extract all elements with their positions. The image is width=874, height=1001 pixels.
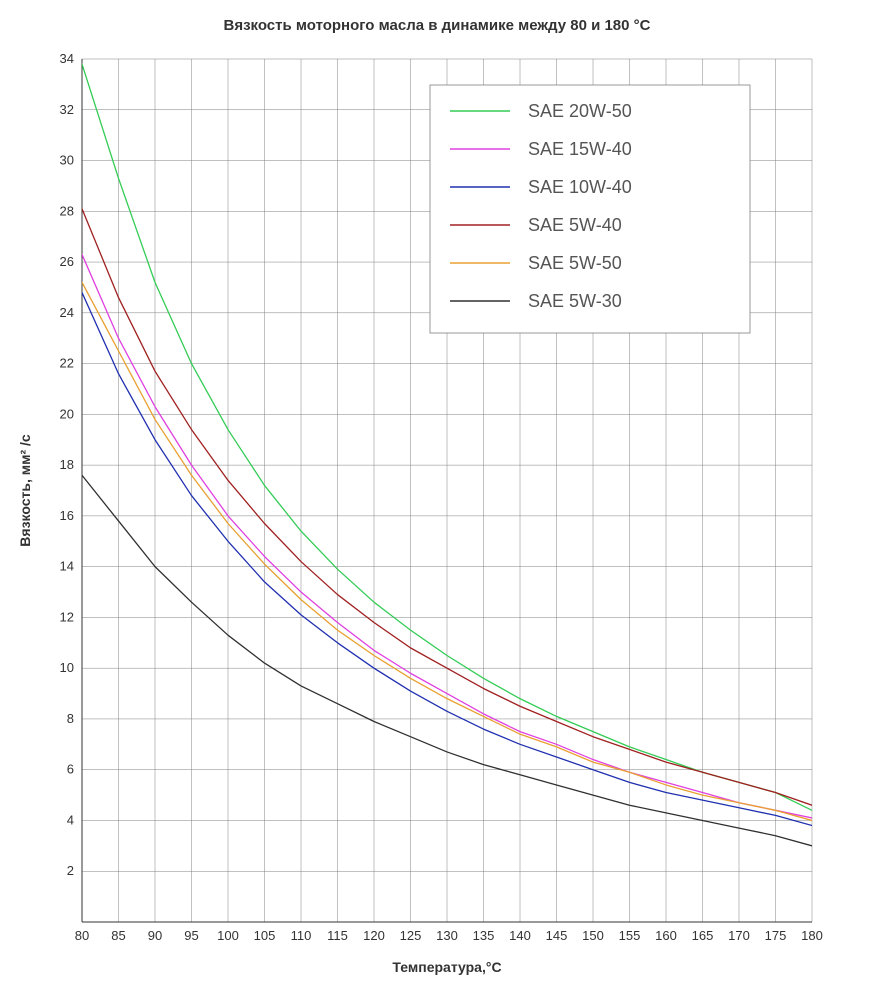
x-tick-label: 85 [111,928,125,943]
y-tick-label: 2 [67,863,74,878]
y-tick-label: 32 [60,102,74,117]
x-tick-label: 105 [254,928,276,943]
legend-label: SAE 20W-50 [528,101,632,121]
x-tick-label: 100 [217,928,239,943]
y-tick-label: 14 [60,559,74,574]
x-tick-label: 125 [400,928,422,943]
x-tick-label: 95 [184,928,198,943]
x-tick-label: 115 [327,928,348,943]
x-tick-label: 140 [509,928,531,943]
x-tick-label: 155 [619,928,641,943]
legend-label: SAE 15W-40 [528,139,632,159]
y-tick-label: 28 [60,203,74,218]
chart-title: Вязкость моторного масла в динамике межд… [223,17,650,34]
x-tick-label: 110 [291,928,312,943]
x-tick-label: 80 [75,928,89,943]
y-tick-label: 26 [60,254,74,269]
x-tick-label: 90 [148,928,162,943]
y-tick-label: 24 [60,305,74,320]
legend-label: SAE 10W-40 [528,177,632,197]
x-tick-label: 175 [765,928,787,943]
viscosity-chart: Вязкость моторного масла в динамике межд… [0,0,874,1001]
y-tick-label: 12 [60,609,74,624]
x-tick-label: 150 [582,928,604,943]
y-axis-label: Вязкость, мм² /с [17,434,33,547]
y-tick-label: 18 [60,457,74,472]
y-tick-label: 22 [60,356,74,371]
y-tick-label: 4 [67,812,74,827]
x-tick-label: 130 [436,928,458,943]
y-tick-label: 8 [67,711,74,726]
y-tick-label: 6 [67,762,74,777]
y-tick-label: 30 [60,153,74,168]
chart-container: { "chart": { "type": "line", "title": "В… [0,0,874,1001]
x-tick-label: 120 [363,928,385,943]
x-tick-label: 160 [655,928,677,943]
x-axis-label: Температура,°C [392,959,501,975]
y-tick-label: 20 [60,406,74,421]
y-tick-label: 16 [60,508,74,523]
y-tick-label: 10 [60,660,74,675]
legend: SAE 20W-50 SAE 15W-40 SAE 10W-40 SAE 5W-40 S… [430,85,750,333]
x-tick-label: 145 [546,928,568,943]
x-tick-label: 180 [801,928,823,943]
legend-label: SAE 5W-50 [528,253,622,273]
x-tick-label: 170 [728,928,750,943]
legend-label: SAE 5W-40 [528,215,622,235]
x-tick-label: 135 [473,928,495,943]
legend-label: SAE 5W-30 [528,291,622,311]
x-tick-label: 165 [692,928,714,943]
y-tick-label: 34 [60,51,74,66]
